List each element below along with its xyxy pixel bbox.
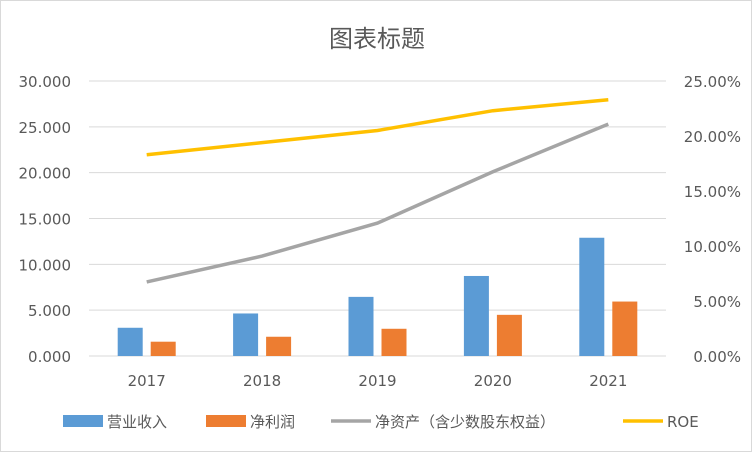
bar-revenue[interactable]	[579, 237, 605, 356]
legend-label: 营业收入	[107, 413, 167, 431]
x-tick-label: 2019	[358, 372, 396, 390]
bar-net-profit[interactable]	[150, 341, 176, 356]
right-tick-label: 15.00%	[684, 183, 741, 201]
left-tick-label: 20.000	[19, 165, 72, 183]
legend-label: 净资产（含少数股东权益）	[375, 413, 555, 431]
right-tick-label: 10.00%	[684, 238, 741, 256]
right-tick-label: 25.00%	[684, 73, 741, 91]
left-tick-label: 5.000	[28, 302, 71, 320]
chart-title: 图表标题	[329, 25, 425, 53]
bar-net-profit[interactable]	[612, 301, 638, 356]
left-tick-label: 15.000	[19, 211, 72, 229]
legend-swatch	[63, 415, 103, 427]
bar-revenue[interactable]	[463, 275, 489, 356]
bar-revenue[interactable]	[117, 327, 143, 356]
bar-net-profit[interactable]	[381, 328, 407, 356]
bar-net-profit[interactable]	[266, 336, 292, 356]
left-tick-label: 10.000	[19, 256, 72, 274]
x-tick-label: 2018	[243, 372, 281, 390]
legend-swatch	[206, 415, 246, 427]
left-tick-label: 0.000	[28, 348, 71, 366]
legend-label: 净利润	[250, 413, 295, 431]
legend-label: ROE	[667, 413, 699, 431]
x-tick-label: 2020	[474, 372, 512, 390]
line-roe[interactable]	[146, 97, 609, 157]
left-tick-label: 30.000	[19, 73, 72, 91]
bar-revenue[interactable]	[348, 296, 374, 356]
right-tick-label: 0.00%	[693, 348, 741, 366]
right-tick-label: 20.00%	[684, 128, 741, 146]
right-tick-label: 5.00%	[693, 293, 741, 311]
bar-net-profit[interactable]	[496, 314, 522, 356]
x-tick-label: 2021	[589, 372, 627, 390]
bar-revenue[interactable]	[233, 313, 259, 356]
x-tick-label: 2017	[128, 372, 166, 390]
line-net-assets[interactable]	[146, 122, 609, 284]
left-tick-label: 25.000	[19, 119, 72, 137]
